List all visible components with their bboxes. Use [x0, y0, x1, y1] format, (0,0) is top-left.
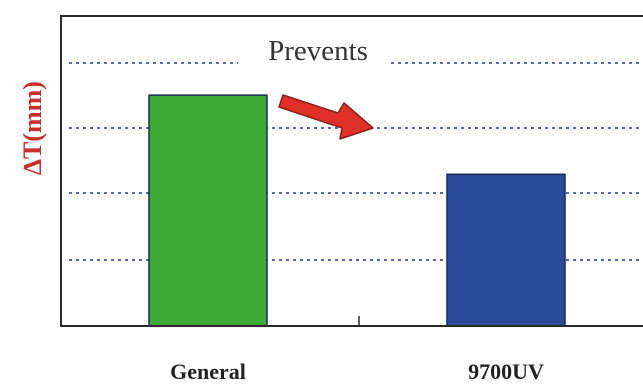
- category-label: General: [170, 359, 246, 379]
- bar-general: [148, 94, 268, 327]
- prevents-arrow: [278, 94, 374, 140]
- category-label: 9700UV: [468, 359, 544, 379]
- category-labels: General 9700UV: [170, 359, 544, 384]
- y-axis-label: ∆T(mm): [18, 81, 47, 175]
- plot-frame: [60, 15, 643, 327]
- arrow-shape: [278, 94, 374, 140]
- annotation-background: [238, 28, 388, 68]
- annotation-prevents: Prevents: [268, 35, 368, 67]
- bar-9700uv: [446, 173, 566, 327]
